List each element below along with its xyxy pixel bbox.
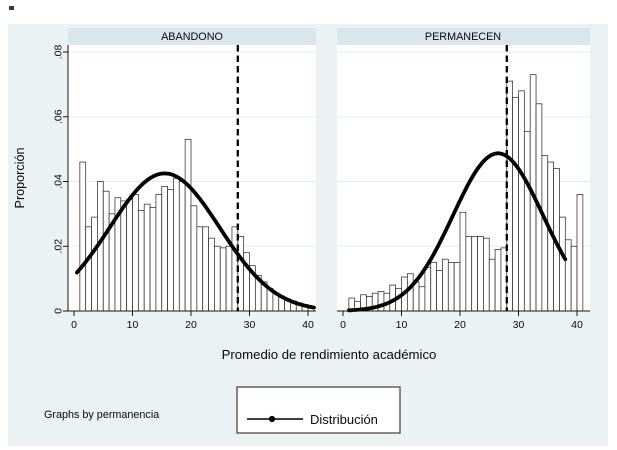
- x-axis: 0 10 20 30 40: [337, 310, 590, 331]
- histogram-bar: [120, 200, 128, 312]
- y-tick-label: .04: [53, 174, 65, 189]
- histogram-bar: [178, 181, 186, 312]
- histogram-bar: [471, 236, 478, 312]
- y-axis: 0 .02 .04 .06 .08: [53, 45, 69, 314]
- panel-abandono: ABANDONO 0 10 20 30 40: [68, 28, 316, 331]
- histogram-bar: [102, 190, 110, 312]
- histogram-bars: [79, 139, 315, 312]
- histogram-bar: [161, 185, 168, 312]
- x-tick-label: 30: [513, 319, 525, 331]
- histogram-bar: [523, 130, 531, 312]
- x-tick-label: 0: [340, 319, 346, 331]
- x-tick-label: 20: [454, 319, 466, 331]
- histogram-bar: [430, 262, 437, 312]
- y-tick-label: .02: [53, 239, 65, 254]
- histogram-bar: [436, 270, 443, 312]
- histogram-bar: [219, 247, 227, 312]
- histogram-bar: [126, 198, 133, 312]
- x-tick-label: 0: [71, 319, 77, 331]
- histogram-bar: [564, 239, 572, 312]
- histogram-bar: [208, 237, 215, 312]
- histogram-bar: [406, 273, 414, 312]
- density-curve: [347, 151, 568, 313]
- histogram-bar: [225, 245, 233, 312]
- histogram-bar: [447, 262, 455, 312]
- histogram-bar: [132, 194, 139, 312]
- histogram-bar: [483, 237, 490, 312]
- histogram-bar: [79, 161, 87, 312]
- window-artifact: [9, 6, 14, 10]
- histogram-bar: [149, 207, 157, 312]
- x-tick-label: 40: [302, 319, 314, 331]
- histogram-bar: [424, 266, 432, 312]
- density-curve: [75, 171, 316, 310]
- y-axis-title: Proporción: [13, 148, 27, 209]
- histogram-bar: [559, 216, 566, 312]
- x-axis-title: Promedio de rendimiento académico: [222, 347, 437, 362]
- x-tick-label: 10: [396, 319, 408, 331]
- histogram-bar: [91, 216, 98, 312]
- histogram-bar: [196, 226, 204, 312]
- histogram-bar: [143, 203, 151, 312]
- histogram-bar: [214, 245, 221, 312]
- legend-box: [236, 386, 401, 434]
- panel-permanecen: PERMANECEN 0 10 20 30 40: [337, 28, 590, 331]
- histogram-bar: [541, 155, 549, 312]
- histogram-bar: [184, 139, 192, 312]
- panel-header-strip: [68, 28, 316, 45]
- x-tick-label: 10: [127, 319, 139, 331]
- histogram-bar: [418, 286, 426, 312]
- legend-dot-marker: [268, 415, 276, 423]
- by-note: Graphs by permanencia: [44, 409, 159, 421]
- y-tick-label: .06: [53, 109, 65, 124]
- histogram-bar: [570, 245, 578, 312]
- histogram-bar: [202, 226, 209, 312]
- histogram-bar: [512, 96, 519, 312]
- histogram-bar: [190, 205, 198, 312]
- panel-header-strip: [337, 28, 590, 45]
- histogram-bar: [459, 211, 467, 312]
- histogram-bar: [576, 194, 584, 312]
- legend: Distribución: [236, 386, 401, 434]
- histogram-bar: [442, 258, 449, 312]
- histogram-bar: [518, 90, 525, 312]
- histogram-bar: [412, 281, 420, 312]
- histogram-bar: [167, 189, 174, 312]
- histogram-bar: [465, 236, 473, 312]
- panel-title: PERMANECEN: [425, 31, 501, 43]
- histogram-bar: [137, 210, 145, 312]
- histogram-bar: [477, 236, 484, 312]
- histogram-bar: [173, 177, 180, 312]
- histogram-bar: [453, 262, 461, 312]
- x-axis: 0 10 20 30 40: [68, 310, 316, 331]
- x-tick-label: 20: [185, 319, 197, 331]
- x-tick-label: 30: [244, 319, 256, 331]
- histogram-bar: [85, 226, 92, 312]
- x-tick-label: 40: [571, 319, 583, 331]
- histogram-bar: [488, 258, 496, 312]
- panel-title: ABANDONO: [161, 31, 223, 43]
- histogram-bar: [155, 194, 163, 312]
- y-tick-label: .08: [53, 45, 65, 60]
- y-tick-label: 0: [53, 308, 65, 314]
- legend-label: Distribución: [310, 412, 378, 427]
- histogram-bar: [494, 249, 502, 312]
